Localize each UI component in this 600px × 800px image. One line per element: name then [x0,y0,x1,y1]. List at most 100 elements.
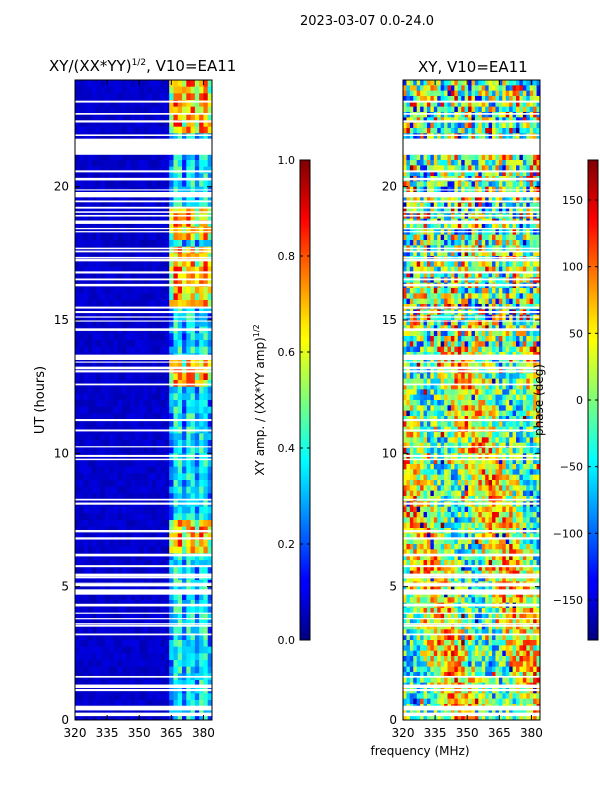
heat-cell [156,540,162,548]
heat-cell [79,693,85,701]
heat-cell [177,246,183,254]
heat-cell [122,240,127,248]
heat-cell [207,566,213,574]
heat-cell [207,320,213,328]
heat-cell [92,513,97,521]
heat-cell [130,700,136,708]
heat-cell [164,133,170,141]
heat-cell [100,166,106,174]
heat-cell [160,273,166,281]
heat-cell [194,640,200,648]
heat-cell [481,197,486,204]
heat-cell [75,626,80,634]
heat-cell [529,224,534,230]
heat-cell [152,333,157,341]
heat-cell [509,85,514,92]
heat-cell [164,346,170,354]
heat-cell [83,700,89,708]
heat-cell [186,520,192,528]
heat-cell [437,165,442,172]
heat-cell [177,420,183,428]
heat-cell [122,373,127,381]
heat-cell [416,266,421,273]
heat-cell [509,106,514,113]
flagged-band [75,419,212,422]
heat-cell [96,473,102,481]
heat-cell [113,600,119,608]
heat-cell [160,346,166,354]
heat-cell [182,320,187,328]
heat-cell [79,360,85,368]
heat-cell [203,380,209,388]
heat-cell [147,566,153,574]
heat-cell [526,85,531,92]
heat-cell [529,117,534,124]
heat-cell [416,128,421,134]
flagged-band [75,189,212,191]
heat-cell [126,113,132,121]
panel1-heatmap [74,79,213,721]
heat-cell [160,80,166,88]
flagged-band [75,633,212,636]
heat-cell [126,373,132,381]
heat-cell [100,360,106,368]
heat-cell [122,273,127,281]
heat-cell [533,197,538,204]
flagged-band [75,200,212,203]
heat-cell [430,85,435,92]
heat-cell [450,250,455,257]
heat-cell [75,160,80,168]
heat-cell [423,240,428,246]
heat-cell [164,560,170,568]
heat-cell [75,546,80,554]
heat-cell [156,640,162,648]
heat-cell [109,480,115,488]
heat-cell [464,128,469,134]
heat-cell [440,224,445,230]
heat-cell [194,373,200,381]
heat-cell [450,272,455,278]
heat-cell [203,360,209,368]
heat-cell [169,540,174,548]
flagged-band [75,576,212,579]
heat-cell [468,90,472,97]
heat-cell [416,202,421,209]
heat-cell [83,600,89,608]
heat-cell [194,666,200,674]
heat-cell [173,346,179,354]
flagged-band [75,221,212,224]
heat-cell [450,96,455,102]
heat-cell [152,293,157,301]
heat-cell [109,213,115,221]
heat-cell [203,333,209,341]
heat-cell [450,160,455,166]
heat-cell [87,240,93,248]
heat-cell [79,506,85,514]
heat-cell [96,233,102,241]
heat-cell [104,660,110,668]
heat-cell [416,117,421,124]
heat-cell [190,653,196,661]
heat-cell [409,128,414,134]
heat-cell [109,320,115,328]
heat-cell [164,260,170,268]
heat-cell [79,560,85,568]
heat-cell [194,320,200,328]
heat-cell [454,250,459,257]
heat-cell [92,373,97,381]
heat-cell [156,280,162,288]
heat-cell [83,626,89,634]
heat-cell [423,298,428,305]
heat-cell [186,153,192,161]
heat-cell [160,460,166,468]
heat-cell [134,153,140,161]
heat-cell [186,320,192,328]
flagged-band [75,706,212,710]
heat-cell [126,633,132,641]
heat-cell [134,420,140,428]
heat-cell [75,393,80,401]
heat-cell [173,433,179,441]
heat-cell [92,380,97,388]
flagged-band [75,446,212,448]
heat-cell [143,400,149,408]
